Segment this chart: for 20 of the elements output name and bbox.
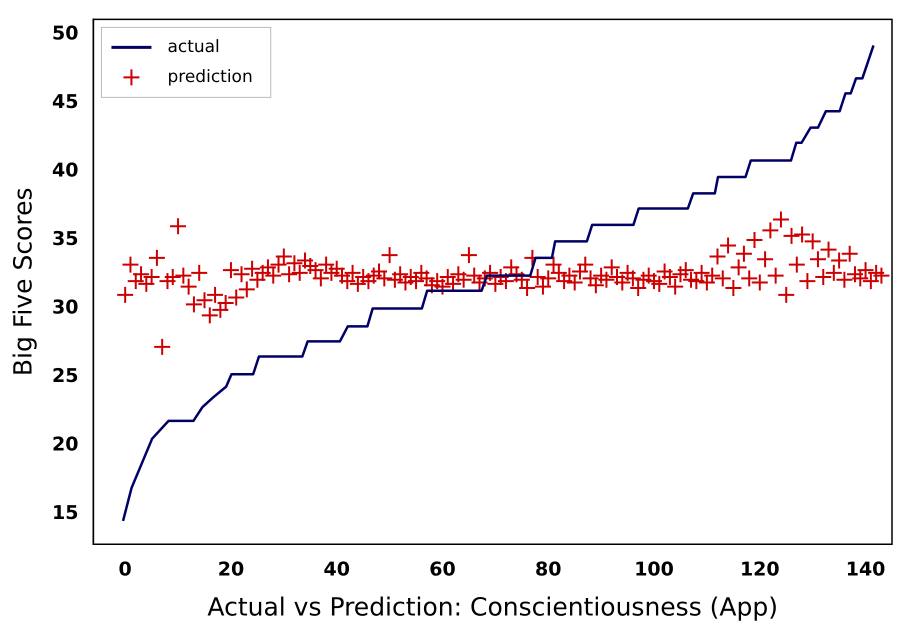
y-tick-label: 40	[52, 159, 78, 182]
y-tick-label: 45	[52, 90, 78, 113]
x-tick-label: 140	[846, 558, 886, 581]
x-tick-label: 40	[323, 558, 350, 581]
x-tick-label: 120	[740, 558, 780, 581]
y-tick-label: 20	[52, 433, 78, 456]
y-tick-label: 35	[52, 228, 78, 250]
y-axis-title: Big Five Scores	[8, 188, 38, 376]
x-axis-title: Actual vs Prediction: Conscientiousness (App)	[207, 592, 778, 622]
y-tick-label: 50	[52, 22, 78, 44]
legend-label: actual	[167, 36, 220, 57]
y-tick-label: 25	[52, 364, 78, 387]
legend-label: prediction	[167, 66, 253, 87]
x-tick-label: 60	[429, 558, 456, 581]
x-tick-label: 100	[634, 558, 674, 581]
x-tick-label: 20	[218, 558, 244, 581]
x-tick-label: 0	[118, 558, 132, 581]
y-tick-label: 15	[52, 502, 78, 524]
x-tick-label: 80	[535, 558, 562, 581]
y-tick-label: 30	[52, 296, 78, 318]
